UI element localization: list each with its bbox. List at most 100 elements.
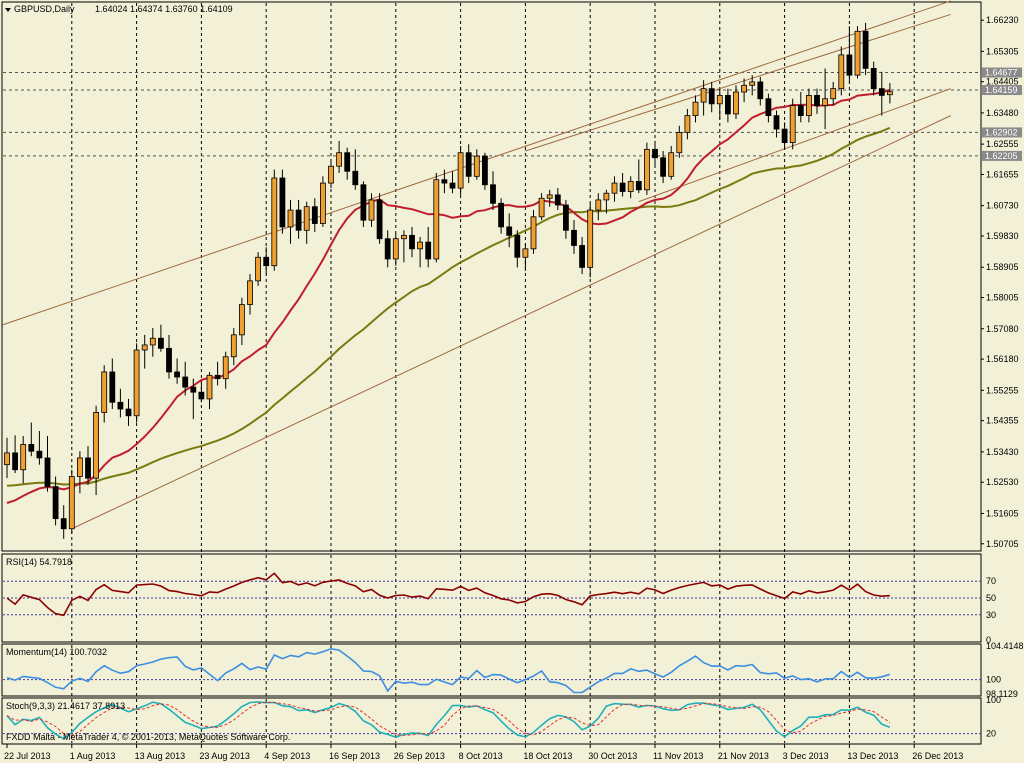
momentum-label: Momentum(14) 100.7032 bbox=[6, 647, 107, 657]
level-label: 0 bbox=[986, 635, 991, 645]
time-tick-label: 13 Dec 2013 bbox=[847, 751, 898, 761]
candlesticks bbox=[4, 22, 893, 539]
price-tag-box bbox=[982, 85, 1022, 96]
candle-body bbox=[230, 334, 237, 358]
candle-body bbox=[60, 518, 67, 530]
price-tick-label: 1.61655 bbox=[986, 169, 1019, 179]
candle-body bbox=[4, 452, 10, 466]
time-tick-label: 30 Oct 2013 bbox=[588, 751, 637, 761]
candle-body bbox=[498, 202, 505, 228]
time-tick-label: 3 Dec 2013 bbox=[783, 751, 829, 761]
candle-body bbox=[441, 179, 448, 184]
candle-body bbox=[336, 152, 343, 167]
candle-body bbox=[846, 54, 853, 76]
price-tick-label: 1.66230 bbox=[986, 15, 1019, 25]
candle-body bbox=[878, 88, 885, 96]
candle-body bbox=[433, 179, 440, 260]
candle-body bbox=[344, 152, 351, 172]
momentum-indicator: 104.4148 100 98.1129 bbox=[3, 641, 1024, 699]
price-axis: 1.66230 1.65305 1.64405 1.63480 1.62555 1.616… bbox=[981, 15, 1019, 549]
level-label: 30 bbox=[986, 610, 996, 620]
candle-body bbox=[773, 115, 780, 130]
candle-body bbox=[838, 54, 845, 90]
price-tag-box bbox=[982, 127, 1022, 138]
candle-body bbox=[457, 152, 464, 189]
time-tick-label: 26 Sep 2013 bbox=[394, 751, 445, 761]
candle-body bbox=[887, 91, 893, 96]
candle-body bbox=[157, 337, 164, 349]
candle-body bbox=[263, 256, 270, 267]
stoch-panel-frame bbox=[1, 697, 982, 745]
stochastic-indicator: 100 20 bbox=[3, 695, 1001, 740]
price-tick-label: 1.50705 bbox=[986, 539, 1019, 549]
candle-body bbox=[409, 234, 415, 250]
price-tick-label: 1.59830 bbox=[986, 231, 1019, 241]
candle-body bbox=[190, 386, 197, 393]
candle-body bbox=[619, 182, 626, 192]
candle-body bbox=[149, 337, 156, 346]
price-tags: 1.64677 1.64159 1.62902 1.62205 bbox=[982, 67, 1022, 161]
candle-body bbox=[182, 376, 189, 388]
time-tick-label: 8 Oct 2013 bbox=[459, 751, 503, 761]
rsi-line bbox=[6, 572, 890, 617]
candle-body bbox=[603, 192, 610, 201]
candle-body bbox=[481, 155, 488, 186]
price-tick-label: 1.64405 bbox=[986, 77, 1019, 87]
candle-body bbox=[765, 98, 772, 117]
candle-body bbox=[449, 182, 456, 189]
candle-body bbox=[806, 94, 812, 117]
footer-copyright: FXDD Malta - MetaTrader 4, © 2001-2013, … bbox=[6, 732, 290, 742]
candle-body bbox=[870, 68, 877, 90]
price-tick-label: 1.52530 bbox=[986, 477, 1019, 487]
candle-body bbox=[725, 94, 731, 115]
candle-body bbox=[473, 155, 480, 177]
level-label: 70 bbox=[986, 576, 996, 586]
candle-body bbox=[514, 234, 521, 258]
candle-body bbox=[28, 444, 35, 452]
candle-body bbox=[206, 374, 213, 400]
trend-channel-line bbox=[638, 88, 951, 203]
candle-body bbox=[757, 81, 764, 100]
stoch-label: Stoch(9,3,3) 21.4617 37.8913 bbox=[6, 701, 125, 711]
candle-body bbox=[68, 476, 75, 530]
candle-body bbox=[490, 184, 496, 204]
candle-body bbox=[85, 457, 91, 479]
candle-body bbox=[376, 199, 383, 240]
candle-body bbox=[400, 234, 407, 240]
candle-body bbox=[781, 128, 788, 144]
candle-body bbox=[174, 371, 181, 378]
candle-body bbox=[303, 206, 310, 231]
candle-body bbox=[554, 194, 561, 206]
price-tag-box bbox=[982, 67, 1022, 78]
candle-body bbox=[36, 450, 43, 459]
price-tick-label: 1.65305 bbox=[986, 46, 1019, 56]
symbol-triangle-icon bbox=[5, 8, 11, 12]
candle-body bbox=[708, 88, 715, 105]
price-tag-label: 1.64159 bbox=[985, 85, 1018, 95]
candle-body bbox=[749, 81, 756, 86]
candle-body bbox=[77, 457, 83, 477]
candle-body bbox=[538, 197, 545, 218]
time-axis: 22 Jul 2013 1 Aug 2013 13 Aug 2013 23 Aug 2… bbox=[4, 744, 963, 761]
candle-body bbox=[360, 184, 367, 221]
candle-body bbox=[392, 238, 399, 260]
candle-body bbox=[328, 165, 334, 184]
candle-body bbox=[660, 157, 666, 177]
candle-body bbox=[676, 132, 683, 154]
candle-body bbox=[44, 457, 51, 488]
time-tick-label: 4 Sep 2013 bbox=[264, 751, 310, 761]
rsi-label: RSI(14) 54.7918 bbox=[6, 557, 72, 567]
level-label: 98.1129 bbox=[986, 689, 1018, 699]
candle-body bbox=[214, 374, 221, 380]
candle-body bbox=[166, 347, 172, 373]
horizontal-price-lines bbox=[3, 72, 981, 157]
candle-body bbox=[733, 91, 739, 115]
stoch-main-line bbox=[6, 701, 891, 740]
candle-body bbox=[271, 177, 278, 267]
candle-body bbox=[587, 209, 594, 268]
price-tag-label: 1.62205 bbox=[985, 151, 1018, 161]
price-tick-label: 1.56180 bbox=[986, 354, 1019, 364]
candle-body bbox=[319, 182, 326, 224]
